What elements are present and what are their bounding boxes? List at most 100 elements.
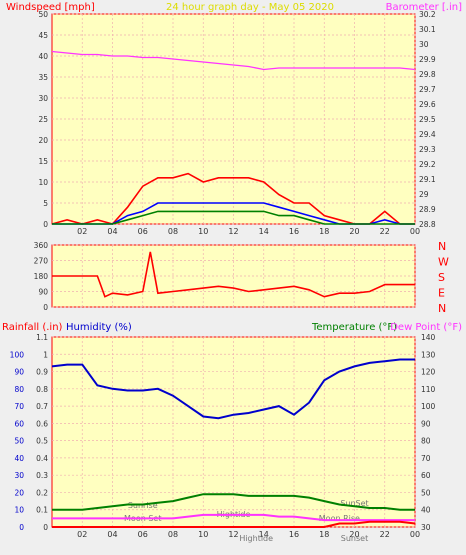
y-humidity-tick-label: 40 xyxy=(14,454,24,463)
y-rain-tick-label: 0.3 xyxy=(36,471,48,480)
y-left-tick-label: 15 xyxy=(38,157,48,166)
y-right-tick-label: 28.8 xyxy=(419,220,436,229)
y-right-tick-label: 29.5 xyxy=(419,115,436,124)
y-right-tick-label: 28.9 xyxy=(419,205,436,214)
annotation-label: Sunset xyxy=(341,534,368,543)
y-humidity-tick-label: 0 xyxy=(19,523,24,532)
y-right-tick-label: 30 xyxy=(419,40,429,49)
rainfall-axis-label: Rainfall (.in) xyxy=(2,322,63,333)
y-temperature-tick-label: 100 xyxy=(421,402,436,411)
x-tick-label: 06 xyxy=(138,530,148,539)
climate-plot-area xyxy=(51,336,416,528)
x-tick-label: 14 xyxy=(259,530,269,539)
y-right-tick-label: 30.2 xyxy=(419,10,436,19)
y-temperature-tick-label: 80 xyxy=(421,437,431,446)
y-left-tick-label: 20 xyxy=(38,136,48,145)
series-temperature xyxy=(52,493,415,511)
y-humidity-tick-label: 10 xyxy=(14,506,24,515)
compass-label: N xyxy=(438,302,446,315)
x-tick-label: 00 xyxy=(410,530,420,539)
y-right-tick-label: 29.1 xyxy=(419,175,436,184)
x-tick-label: 04 xyxy=(107,227,117,236)
y-rain-tick-label: 0 xyxy=(43,523,48,532)
series-dew-point xyxy=(52,513,415,522)
y-left-tick-label: 45 xyxy=(38,31,48,40)
x-tick-label: 02 xyxy=(77,227,87,236)
x-tick-label: 02 xyxy=(77,530,87,539)
x-tick-label: 20 xyxy=(349,530,359,539)
y-humidity-tick-label: 20 xyxy=(14,488,24,497)
y-rain-tick-label: 1.1 xyxy=(36,333,48,342)
y-right-tick-label: 29.4 xyxy=(419,130,436,139)
x-tick-label: 12 xyxy=(228,530,238,539)
y-humidity-tick-label: 80 xyxy=(14,385,24,394)
x-tick-label: 00 xyxy=(410,227,420,236)
x-tick-label: 10 xyxy=(198,227,208,236)
x-tick-label: 12 xyxy=(228,227,238,236)
y-humidity-tick-label: 60 xyxy=(14,419,24,428)
x-tick-label: 06 xyxy=(138,227,148,236)
y-temperature-tick-label: 120 xyxy=(421,368,436,377)
compass-label: N xyxy=(438,240,446,253)
y-direction-tick-label: 360 xyxy=(34,241,49,250)
y-left-tick-label: 40 xyxy=(38,52,48,61)
x-tick-label: 20 xyxy=(349,227,359,236)
y-direction-tick-label: 90 xyxy=(38,288,48,297)
graph-title: 24 hour graph day - May 05 2020 xyxy=(166,2,334,13)
y-right-tick-label: 29.8 xyxy=(419,70,436,79)
x-tick-label: 08 xyxy=(168,530,178,539)
y-temperature-tick-label: 110 xyxy=(421,385,436,394)
y-temperature-tick-label: 30 xyxy=(421,523,431,532)
y-rain-tick-label: 0.4 xyxy=(36,454,48,463)
series-direction xyxy=(52,251,415,298)
y-temperature-tick-label: 140 xyxy=(421,333,436,342)
y-direction-tick-label: 180 xyxy=(34,272,49,281)
y-left-tick-label: 35 xyxy=(38,73,48,82)
x-tick-label: 18 xyxy=(319,227,329,236)
series-humidity xyxy=(51,358,415,420)
y-temperature-tick-label: 70 xyxy=(421,454,431,463)
y-humidity-tick-label: 70 xyxy=(14,402,24,411)
y-temperature-tick-label: 130 xyxy=(421,350,436,359)
y-temperature-tick-label: 40 xyxy=(421,506,431,515)
x-tick-label: 04 xyxy=(107,530,117,539)
x-tick-label: 18 xyxy=(319,530,329,539)
y-right-tick-label: 30.1 xyxy=(419,25,436,34)
y-left-tick-label: 10 xyxy=(38,178,48,187)
barometer-label: Barometer [.in] xyxy=(386,2,462,13)
y-rain-tick-label: 0.2 xyxy=(36,488,48,497)
y-rain-tick-label: 1 xyxy=(43,350,48,359)
y-temperature-tick-label: 50 xyxy=(421,488,431,497)
y-left-tick-label: 5 xyxy=(43,199,48,208)
y-temperature-tick-label: 90 xyxy=(421,419,431,428)
y-rain-tick-label: 0.8 xyxy=(36,385,48,394)
x-tick-label: 22 xyxy=(380,530,390,539)
y-right-tick-label: 29.2 xyxy=(419,160,436,169)
series-rainfall xyxy=(52,520,416,528)
y-left-tick-label: 50 xyxy=(38,10,48,19)
y-rain-tick-label: 0.7 xyxy=(36,402,48,411)
y-right-tick-label: 29 xyxy=(419,190,429,199)
y-humidity-tick-label: 30 xyxy=(14,471,24,480)
dewpoint-axis-label: Dew Point (°F) xyxy=(390,322,462,333)
annotation-label: SunSet xyxy=(340,499,368,508)
y-right-tick-label: 29.7 xyxy=(419,85,436,94)
y-humidity-tick-label: 90 xyxy=(14,368,24,377)
x-tick-label: 14 xyxy=(259,227,269,236)
y-humidity-tick-label: 50 xyxy=(14,437,24,446)
humidity-axis-label: Humidity (%) xyxy=(66,322,132,333)
y-left-tick-label: 0 xyxy=(43,220,48,229)
y-humidity-tick-label: 100 xyxy=(10,350,25,359)
series-barometer xyxy=(51,50,416,71)
x-tick-label: 16 xyxy=(289,227,299,236)
y-rain-tick-label: 0.9 xyxy=(36,368,48,377)
y-rain-tick-label: 0.6 xyxy=(36,419,48,428)
compass-label: W xyxy=(438,256,449,269)
annotation-label: Hightide xyxy=(239,534,273,543)
y-rain-tick-label: 0.1 xyxy=(36,506,48,515)
x-tick-label: 16 xyxy=(289,530,299,539)
x-tick-label: 22 xyxy=(380,227,390,236)
y-left-tick-label: 25 xyxy=(38,115,48,124)
